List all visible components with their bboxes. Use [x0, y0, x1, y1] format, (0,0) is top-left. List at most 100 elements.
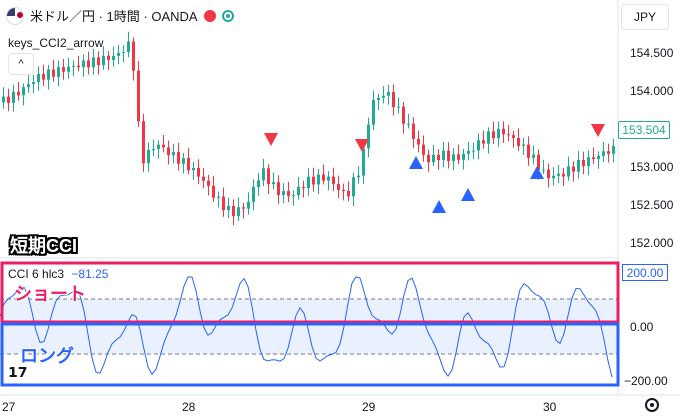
sell-arrow-icon: [355, 139, 369, 152]
long-zone-box: [0, 322, 620, 387]
candle-body: [52, 69, 55, 77]
candle-body: [362, 148, 365, 176]
cci-value: −81.25: [71, 267, 109, 281]
candle-body: [102, 55, 105, 66]
current-price-tag: 153.504: [618, 121, 670, 139]
candle-body: [587, 157, 590, 167]
collapse-legend-button[interactable]: ^: [8, 53, 34, 75]
candle-body: [87, 60, 90, 68]
candle-body: [152, 148, 155, 150]
price-tick: 152.000: [630, 236, 674, 250]
candle-body: [97, 57, 100, 66]
candle-body: [2, 96, 5, 103]
candle-body: [212, 185, 215, 198]
candle-body: [382, 95, 385, 98]
candle-body: [252, 187, 255, 202]
candle-body: [582, 159, 585, 167]
long-annotation: ロング: [20, 346, 74, 366]
cci-legend[interactable]: CCI 6 hlc3 −81.25: [8, 267, 108, 281]
candle-body: [27, 84, 30, 88]
candle-body: [322, 174, 325, 181]
candle-body: [522, 144, 525, 146]
candle-body: [562, 173, 565, 177]
symbol-legend[interactable]: 米ドル／円 · 1時間 · OANDA: [6, 6, 234, 25]
candle-body: [347, 191, 350, 197]
candle-body: [387, 92, 390, 96]
candle-body: [472, 150, 475, 152]
buy-arrow-icon: [432, 200, 446, 213]
candle-body: [132, 41, 135, 71]
candle-body: [157, 144, 160, 149]
candle-body: [402, 106, 405, 124]
candle-body: [487, 131, 490, 144]
candle-body: [272, 182, 275, 185]
candle-body: [202, 176, 205, 181]
candle-body: [442, 150, 445, 161]
settings-icon[interactable]: [645, 398, 659, 412]
short-zone-box: [0, 261, 620, 324]
heading-annotation: 短期CCI: [10, 236, 77, 256]
candle-body: [477, 140, 480, 151]
candle-body: [22, 87, 25, 96]
candle-body: [227, 205, 230, 211]
candle-body: [182, 158, 185, 164]
candle-body: [162, 144, 165, 148]
candle-body: [107, 55, 110, 61]
candle-body: [247, 201, 250, 209]
candle-body: [537, 154, 540, 170]
candle-body: [342, 190, 345, 192]
candle-body: [137, 70, 140, 122]
price-tick: 153.000: [630, 160, 674, 174]
cci-params: 6 hlc3: [32, 267, 65, 281]
candle-body: [72, 65, 75, 67]
candle-body: [502, 128, 505, 135]
candle-body: [42, 73, 45, 80]
time-tick: 27: [2, 400, 16, 414]
candle-body: [147, 149, 150, 164]
cci-band: [0, 299, 618, 354]
candle-body: [197, 167, 200, 177]
candle-body: [267, 168, 270, 185]
candle-body: [127, 41, 130, 53]
candle-body: [67, 66, 70, 72]
candle-body: [497, 128, 500, 139]
currency-button[interactable]: JPY: [621, 4, 669, 30]
candle-body: [207, 180, 210, 186]
candle-body: [407, 123, 410, 125]
candle-body: [217, 196, 220, 198]
cci-tick-upper: 200.00: [622, 264, 668, 281]
candle-body: [7, 96, 10, 103]
candle-body: [177, 152, 180, 164]
candle-body: [552, 175, 555, 179]
candle-body: [257, 180, 260, 188]
candle-body: [332, 176, 335, 185]
candle-body: [292, 195, 295, 197]
candle-body: [547, 169, 550, 179]
candle-body: [32, 82, 35, 85]
candle-body: [557, 173, 560, 176]
indicator-name[interactable]: keys_CCI2_arrow: [8, 36, 104, 50]
time-tick: 29: [362, 400, 376, 414]
price-tick: 152.500: [630, 198, 674, 212]
candle-body: [307, 176, 310, 189]
candle-body: [462, 153, 465, 160]
tradingview-logo-icon[interactable]: 𝟭𝟳: [8, 364, 28, 380]
candle-body: [262, 168, 265, 181]
candle-body: [592, 157, 595, 160]
candle-body: [612, 146, 615, 154]
candle-body: [57, 67, 60, 77]
candle-body: [427, 154, 430, 163]
candle-body: [392, 92, 395, 108]
candle-body: [187, 158, 190, 171]
buy-arrow-icon: [530, 166, 544, 179]
cci-name: CCI: [8, 267, 29, 281]
sell-arrow-icon: [264, 133, 278, 146]
candle-body: [572, 166, 575, 172]
price-tick: 154.500: [630, 46, 674, 60]
candle-body: [337, 184, 340, 191]
candle-body: [512, 135, 515, 138]
candle-body: [542, 169, 545, 171]
cci-tick-zero: 0.00: [630, 320, 654, 334]
candle-body: [452, 154, 455, 161]
